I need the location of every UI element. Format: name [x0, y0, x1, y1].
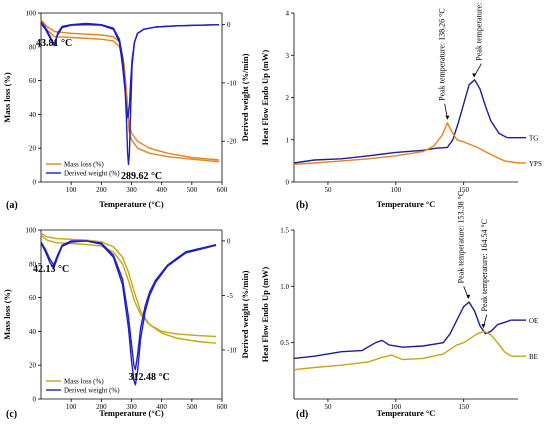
- series-line-2: [293, 122, 519, 165]
- y-tick-label: 20: [29, 145, 37, 153]
- series-line-1: [40, 234, 217, 338]
- y2-axis-label: Derived weight (%/min): [240, 270, 250, 358]
- y-tick-label: 0: [33, 396, 37, 404]
- y-tick-label: 4: [286, 10, 290, 18]
- series-line-1: [293, 301, 512, 360]
- legend-label: BE: [529, 353, 538, 361]
- x-tick-label: 300: [126, 403, 137, 411]
- chart-panel-1: 100 200 300 400 500 600 0 20 40 60 80 100 0 -10 -20 Tem…: [2, 10, 250, 212]
- annotation-label: 312.48 °C: [128, 372, 169, 383]
- x-tick-label: 150: [458, 403, 469, 411]
- y-axis-label: Mass loss (%): [2, 289, 12, 340]
- x-tick-label: 100: [391, 403, 402, 411]
- y-tick-label: 2: [286, 94, 290, 102]
- annotation-arrowhead: [445, 115, 450, 120]
- legend-label: Derived weight (%): [64, 170, 120, 178]
- y2-tick-label: 0: [227, 237, 231, 245]
- legend-label: Mass loss (%): [64, 378, 104, 386]
- y-tick-label: 40: [29, 111, 37, 119]
- x-tick-label: 100: [66, 403, 77, 411]
- chart-panel-4: 50 100 150 0.5 1.0 1.5 Temperature °C Heat Flow…: [260, 191, 538, 420]
- series-line-2: [40, 232, 217, 344]
- annotation-label: 43.81 °C: [36, 38, 72, 49]
- x-tick-label: 50: [324, 403, 332, 411]
- y2-tick-label: -20: [227, 138, 237, 146]
- x-tick-label: 400: [156, 186, 167, 194]
- y2-tick-label: -10: [227, 79, 237, 87]
- y2-tick-label: -10: [227, 346, 237, 354]
- series-line-3: [40, 240, 217, 386]
- y-tick-label: 0: [33, 179, 37, 187]
- x-tick-label: 500: [187, 186, 198, 194]
- series-line-2: [293, 330, 512, 371]
- y-tick-label: 80: [29, 260, 37, 268]
- x-tick-label: 500: [187, 403, 198, 411]
- y-axis-label: Mass loss (%): [2, 72, 12, 123]
- y2-axis-label: Derived weight (%/min): [240, 53, 250, 141]
- y-tick-label: 1.5: [280, 227, 289, 235]
- annotation-arrowhead: [481, 324, 486, 329]
- panel-label: (b): [296, 200, 308, 211]
- y-axis-label: Heat Flow Endo Up (mW): [260, 50, 270, 146]
- x-tick-label: 200: [96, 186, 107, 194]
- x-tick-label: 150: [458, 186, 469, 194]
- x-tick-label: 600: [217, 403, 228, 411]
- y-tick-label: 3: [286, 52, 290, 60]
- peak-annotation: Peak temperature: 164.54 °C: [480, 219, 489, 312]
- y-tick-label: 100: [26, 227, 37, 235]
- y-tick-label: 80: [29, 43, 37, 51]
- series-line-4: [40, 240, 217, 371]
- panel-label: (c): [6, 409, 17, 420]
- x-tick-label: 50: [324, 186, 332, 194]
- x-tick-label: 300: [126, 186, 137, 194]
- x-tick-label: 600: [217, 186, 228, 194]
- y-axis-label: Heat Flow Endo Up (mW): [260, 267, 270, 363]
- panel-label: (d): [296, 409, 308, 420]
- series-line-4: [40, 23, 220, 119]
- y2-tick-label: 0: [227, 21, 231, 29]
- chart-panel-3: 100 200 300 400 500 600 0 20 40 60 80 100 0 -5 -10 Temp…: [2, 227, 250, 421]
- chart-panel-2: 50 100 150 0 1 2 3 4 Temperature °C Heat Flow End…: [260, 0, 542, 211]
- legend-label: TG: [529, 135, 538, 143]
- y-tick-label: 1: [286, 136, 290, 144]
- x-tick-label: 100: [66, 186, 77, 194]
- legend-label: YPS: [529, 160, 542, 168]
- peak-annotation: Peak temperature: 153.38 °C: [457, 191, 466, 284]
- annotation-label: 289.62 °C: [121, 171, 162, 182]
- y-tick-label: 20: [29, 362, 37, 370]
- y-tick-label: 1.0: [280, 283, 289, 291]
- annotation-arrowhead: [472, 73, 477, 78]
- annotation-label: 42.13 °C: [33, 264, 69, 275]
- x-axis-label: Temperature (°C): [99, 199, 164, 209]
- y-tick-label: 60: [29, 294, 37, 302]
- series-line-1: [293, 79, 508, 164]
- y-tick-label: 0: [286, 179, 290, 187]
- x-axis-label: Temperature °C: [377, 199, 436, 209]
- x-axis-label: Temperature (°C): [99, 408, 164, 418]
- peak-annotation: Peak temperature: 157.70 °C: [474, 0, 483, 61]
- annotation-arrowhead: [466, 294, 471, 299]
- x-tick-label: 100: [391, 186, 402, 194]
- y-tick-label: 60: [29, 77, 37, 85]
- legend-label: Mass loss (%): [64, 161, 104, 169]
- x-axis-label: Temperature °C: [377, 408, 436, 418]
- y-tick-label: 100: [26, 10, 37, 18]
- y2-tick-label: -5: [227, 292, 233, 300]
- series-line-2: [40, 19, 220, 163]
- panel-label: (a): [6, 200, 18, 211]
- y-tick-label: 0.5: [280, 339, 289, 347]
- peak-annotation: Peak temperature: 138.26 °C: [438, 8, 447, 101]
- x-tick-label: 400: [156, 403, 167, 411]
- x-tick-label: 200: [96, 403, 107, 411]
- y-tick-label: 40: [29, 328, 37, 336]
- legend-label: OE: [529, 317, 538, 325]
- legend-label: Derived weight (%): [64, 387, 120, 395]
